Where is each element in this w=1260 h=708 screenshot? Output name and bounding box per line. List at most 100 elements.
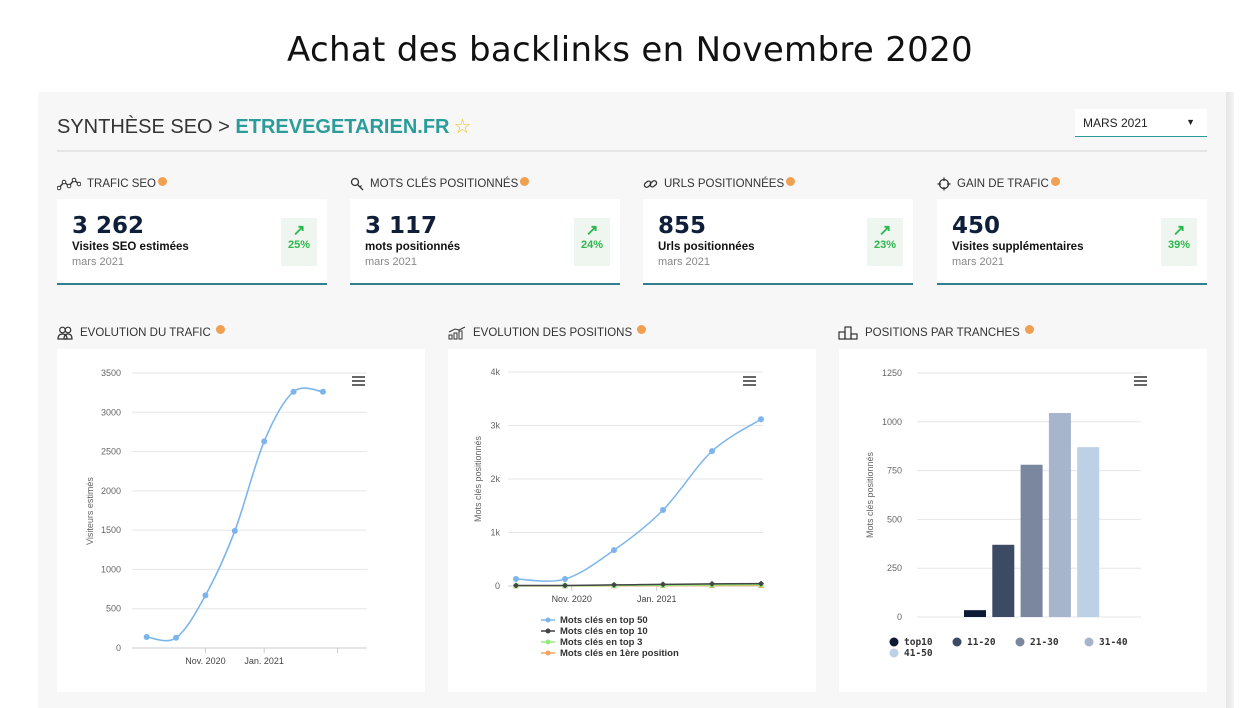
data-point (261, 438, 268, 445)
month-select-value: MARS 2021 (1083, 116, 1148, 130)
x-tick-label: Nov. 2020 (552, 594, 592, 604)
y-tick-label: 750 (887, 466, 902, 476)
y-tick-label: 2000 (101, 486, 121, 496)
data-point (202, 592, 209, 599)
kpi-label-gain: GAIN DE TRAFIC (937, 176, 1060, 191)
data-point (660, 581, 666, 588)
growth-percent: 23% (873, 239, 897, 251)
growth-percent: 25% (287, 239, 311, 251)
series-line (515, 582, 762, 587)
y-tick-label: 1500 (101, 525, 121, 535)
legend-label: top10 (904, 637, 933, 648)
crosshair-icon (937, 177, 951, 191)
legend-marker (545, 639, 551, 645)
y-tick-label: 500 (106, 604, 121, 614)
bar (1020, 464, 1043, 617)
hamburger-menu-icon-bar (352, 376, 365, 378)
data-point (709, 580, 715, 587)
info-icon[interactable] (1024, 324, 1034, 334)
kpi-description: Visites SEO estimées (72, 241, 189, 253)
site-name-link[interactable]: ETREVEGETARIEN.FR (235, 116, 450, 138)
kpi-card-gain: 450 Visites supplémentaires mars 2021 ↗ 3… (937, 199, 1207, 285)
legend-label: Mots clés en top 50 (560, 615, 648, 626)
chart-title: EVOLUTION DES POSITIONS (473, 327, 633, 339)
data-point (562, 582, 568, 589)
kpi-period: mars 2021 (952, 256, 1004, 268)
divider (57, 150, 1207, 152)
y-tick-label: 1000 (101, 564, 121, 574)
legend-marker (1015, 637, 1025, 647)
tranches-bar-chart: 0 250 500 750 1000 1250 Mots clés positionnés t… (865, 368, 1147, 659)
x-tick-label: Jan. 2021 (244, 656, 284, 666)
y-tick-label: 1k (490, 528, 500, 538)
hamburger-menu-icon-bar (1134, 380, 1147, 382)
y-tick-label: 1000 (882, 417, 902, 427)
legend-marker (545, 628, 551, 634)
kpi-value: 3 117 (365, 213, 438, 239)
legend-marker (952, 637, 962, 647)
data-point (513, 582, 519, 589)
series-line (146, 387, 324, 642)
chart-traffic: 0 500 1000 1500 2000 2500 3000 3500 Visiteurs es… (57, 349, 425, 692)
chart-label-trafic: EVOLUTION DU TRAFIC (57, 324, 225, 340)
kpi-period: mars 2021 (658, 256, 710, 268)
kpi-card-mots-cles: 3 117 mots positionnés mars 2021 ↗ 24% (350, 199, 620, 285)
data-point (758, 580, 764, 587)
data-point (143, 634, 150, 640)
info-icon[interactable] (637, 324, 647, 334)
arrow-up-right-icon: ↗ (585, 222, 599, 239)
y-axis-title: Mots clés positionnés (473, 435, 483, 522)
bar-growth-icon (448, 326, 466, 340)
info-icon[interactable] (215, 324, 225, 334)
hamburger-menu-icon-bar (743, 380, 756, 382)
kpi-description: mots positionnés (365, 241, 461, 253)
kpi-label-text: URLS POSITIONNÉES (664, 178, 785, 190)
y-tick-label: 3500 (101, 368, 121, 378)
chart-label-tranches: POSITIONS PAR TRANCHES (838, 324, 1034, 340)
data-point (513, 576, 519, 583)
info-icon[interactable] (158, 176, 168, 186)
legend-label: 41-50 (904, 648, 933, 659)
data-point (562, 576, 568, 583)
growth-badge: ↗ 25% (281, 218, 317, 266)
key-icon (350, 177, 364, 191)
kpi-period: mars 2021 (365, 256, 417, 268)
growth-badge: ↗ 23% (867, 218, 903, 266)
kpi-label-text: GAIN DE TRAFIC (957, 178, 1049, 190)
month-select[interactable]: MARS 2021 ▼ (1075, 109, 1207, 137)
legend-marker (1084, 637, 1094, 647)
star-icon[interactable]: ☆ (453, 116, 472, 138)
hamburger-menu-icon-bar (352, 380, 365, 382)
arrow-up-right-icon: ↗ (878, 222, 892, 239)
y-tick-label: 0 (495, 581, 500, 591)
bar (1077, 447, 1100, 617)
growth-percent: 24% (580, 239, 604, 251)
bar (1048, 413, 1071, 617)
chart-positions: 0 1k 2k 3k 4k Mots clés positionnés Nov. 2020 J… (448, 349, 816, 692)
slide-title: Achat des backlinks en Novembre 2020 (287, 30, 973, 70)
kpi-label-text: TRAFIC SEO (87, 178, 157, 190)
data-point (709, 448, 715, 455)
data-point (660, 507, 666, 514)
hamburger-menu-icon-bar (352, 384, 365, 386)
kpi-period: mars 2021 (72, 256, 124, 268)
hamburger-menu-icon-bar (743, 384, 756, 386)
y-tick-label: 4k (490, 367, 500, 377)
kpi-label-mots-cles: MOTS CLÉS POSITIONNÉS (350, 176, 530, 191)
podium-icon (838, 326, 858, 340)
arrow-up-right-icon: ↗ (1172, 222, 1186, 239)
bar (992, 544, 1015, 617)
legend-label: 11-20 (967, 637, 996, 648)
kpi-label-text: MOTS CLÉS POSITIONNÉS (370, 178, 519, 190)
scrollbar-track[interactable] (1226, 92, 1234, 708)
info-icon[interactable] (520, 176, 530, 186)
traffic-line-chart: 0 500 1000 1500 2000 2500 3000 3500 Visiteurs es… (85, 368, 367, 666)
data-point (231, 527, 238, 534)
trend-icon (57, 177, 81, 191)
info-icon[interactable] (1050, 176, 1060, 186)
y-tick-label: 2500 (101, 447, 121, 457)
legend-label: Mots clés en top 10 (560, 626, 648, 637)
info-icon[interactable] (786, 176, 796, 186)
chart-title: EVOLUTION DU TRAFIC (80, 327, 211, 339)
legend-label: Mots clés en top 3 (560, 637, 642, 648)
